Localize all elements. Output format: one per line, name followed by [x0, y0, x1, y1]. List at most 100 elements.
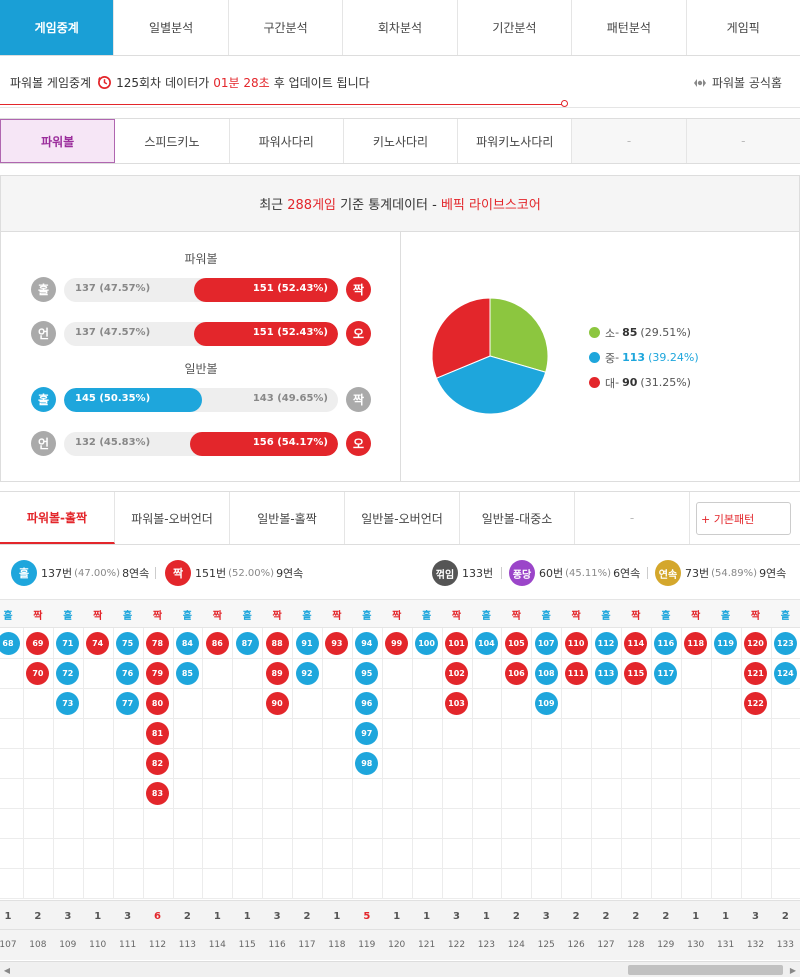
pattern-summary: 홀 137번 (47.00%) 8연속 짝 151번 (52.00%) 9연속 …: [0, 545, 800, 599]
stat-left-badge: 언: [31, 321, 56, 346]
column-header: 짝: [33, 610, 43, 622]
pong-count: 60번: [539, 567, 564, 580]
stat-left-value: 132 (45.83%): [75, 437, 151, 448]
cont-badge: 연속: [655, 560, 681, 586]
result-ball: 70: [26, 662, 50, 685]
column-header: 홀: [481, 610, 491, 622]
streak-count: 1: [213, 910, 221, 922]
result-ball: 78: [146, 632, 169, 655]
grid-col-line: [23, 628, 24, 898]
result-ball: 85: [175, 662, 199, 685]
odd-pct: (47.00%): [74, 567, 121, 579]
game-tab-4[interactable]: 파워키노사다리: [458, 119, 573, 163]
round-number: 119: [358, 940, 376, 950]
stat-right-badge: 짝: [346, 387, 371, 412]
grid-col-line: [561, 628, 563, 898]
column-header: 홀: [661, 610, 671, 622]
pattern-tab-0[interactable]: 파워볼-홀짝: [0, 492, 115, 544]
pattern-tab-4[interactable]: 일반볼-대중소: [460, 492, 575, 544]
grid-col-line: [441, 628, 443, 898]
summary-divider: [501, 567, 502, 579]
tab-2[interactable]: 구간분석: [229, 0, 344, 55]
break-summary: 꺾임 133번: [432, 560, 493, 586]
legend-dot-icon: [589, 327, 600, 338]
game-tab-3[interactable]: 키노사다리: [344, 119, 459, 163]
result-ball: 116: [654, 632, 678, 655]
official-site-link[interactable]: 파워볼 공식홈: [692, 74, 782, 91]
round-number: 131: [717, 940, 735, 950]
scroll-thumb[interactable]: [628, 965, 783, 975]
game-tab-2[interactable]: 파워사다리: [230, 119, 344, 163]
scroll-right-icon[interactable]: ▶: [789, 965, 797, 975]
summary-divider: [155, 567, 156, 579]
grid-col-line: [501, 628, 503, 898]
grid-col-line: [351, 628, 353, 898]
streak-count: 1: [423, 910, 431, 922]
round-number: 112: [148, 940, 167, 950]
game-tab-0[interactable]: 파워볼: [0, 119, 116, 163]
result-ball: 68: [0, 632, 20, 655]
grid-col-line: [262, 628, 264, 898]
odd-count: 137번: [41, 567, 73, 580]
streak-count: 1: [722, 910, 730, 922]
pattern-tab-2[interactable]: 일반볼-홀짝: [230, 492, 345, 544]
horizontal-scrollbar[interactable]: ◀ ▶: [0, 961, 800, 977]
tab-1[interactable]: 일별분석: [114, 0, 229, 55]
streak-count: 2: [781, 910, 789, 922]
stat-right-badge: 오: [346, 431, 371, 456]
column-header: 짝: [93, 610, 103, 622]
round-number: 129: [657, 940, 675, 950]
scroll-left-icon[interactable]: ◀: [3, 965, 11, 975]
official-link-label: 파워볼 공식홈: [711, 76, 782, 90]
pie-slice-2: [431, 297, 491, 379]
bar-stats: 파워볼 일반볼 홀 137 (47.57%) 151 (52.43%) 짝 언 137 (…: [1, 232, 401, 481]
round-number: 118: [328, 940, 346, 950]
result-ball: 87: [235, 632, 259, 655]
result-ball: 92: [295, 662, 319, 685]
grid-row-line: [0, 868, 800, 869]
streak-count: 3: [124, 910, 132, 922]
stat-bar-row: 홀 137 (47.57%) 151 (52.43%) 짝: [31, 277, 371, 303]
pattern-tab-3[interactable]: 일반볼-오버언더: [345, 492, 460, 544]
result-ball: 117: [654, 662, 678, 685]
pattern-tabs: 파워볼-홀짝 파워볼-오버언더 일반볼-홀짝 일반볼-오버언더 일반볼-대중소 - + 기본…: [0, 491, 800, 545]
result-ball: 118: [684, 632, 708, 655]
pattern-tab-5: -: [575, 492, 690, 544]
tab-0[interactable]: 게임중계: [0, 0, 115, 55]
result-ball: 86: [205, 632, 229, 655]
tab-6[interactable]: 게임픽: [726, 21, 760, 35]
column-header: 짝: [511, 610, 521, 622]
streak-count: 5: [363, 910, 371, 922]
round-number: 114: [208, 940, 226, 950]
result-ball: 79: [146, 662, 169, 685]
legend-value: 85: [622, 326, 638, 339]
even-summary: 짝 151번 (52.00%) 9연속: [165, 560, 303, 586]
pong-streak: 6연속: [613, 567, 641, 580]
pattern-tab-1[interactable]: 파워볼-오버언더: [115, 492, 230, 544]
tab-4[interactable]: 기간분석: [458, 0, 573, 55]
tab-5[interactable]: 패턴분석: [572, 0, 687, 55]
streak-count: 3: [453, 910, 460, 922]
result-ball: 105: [504, 632, 528, 655]
result-ball: 88: [265, 632, 289, 655]
countdown-progress-bar: [0, 104, 565, 105]
result-ball: 114: [624, 632, 648, 655]
legend-sep: -: [615, 351, 620, 364]
pie-slice-0: [489, 297, 549, 373]
stats-header: 최근 288게임 기준 통계데이터 - 베픽 라이브스코어: [1, 176, 799, 232]
column-header: 홀: [63, 610, 73, 622]
grid-col-line: [411, 628, 413, 898]
column-header: 짝: [392, 610, 402, 622]
tab-3[interactable]: 회차분석: [343, 0, 458, 55]
column-header: 짝: [451, 610, 462, 622]
legend-pct: (39.24%): [648, 351, 699, 364]
odd-streak: 8연속: [122, 567, 150, 580]
status-prefix: 파워볼 게임중계: [10, 76, 92, 90]
column-header: 홀: [421, 610, 432, 622]
cont-summary: 연속 73번 (54.89%) 9연속: [655, 560, 786, 586]
game-tab-1[interactable]: 스피드키노: [115, 119, 230, 163]
result-ball: 74: [86, 632, 110, 655]
basic-pattern-button[interactable]: + 기본패턴: [696, 502, 791, 535]
result-ball: 84: [175, 632, 199, 655]
grid-col-line: [621, 628, 622, 898]
